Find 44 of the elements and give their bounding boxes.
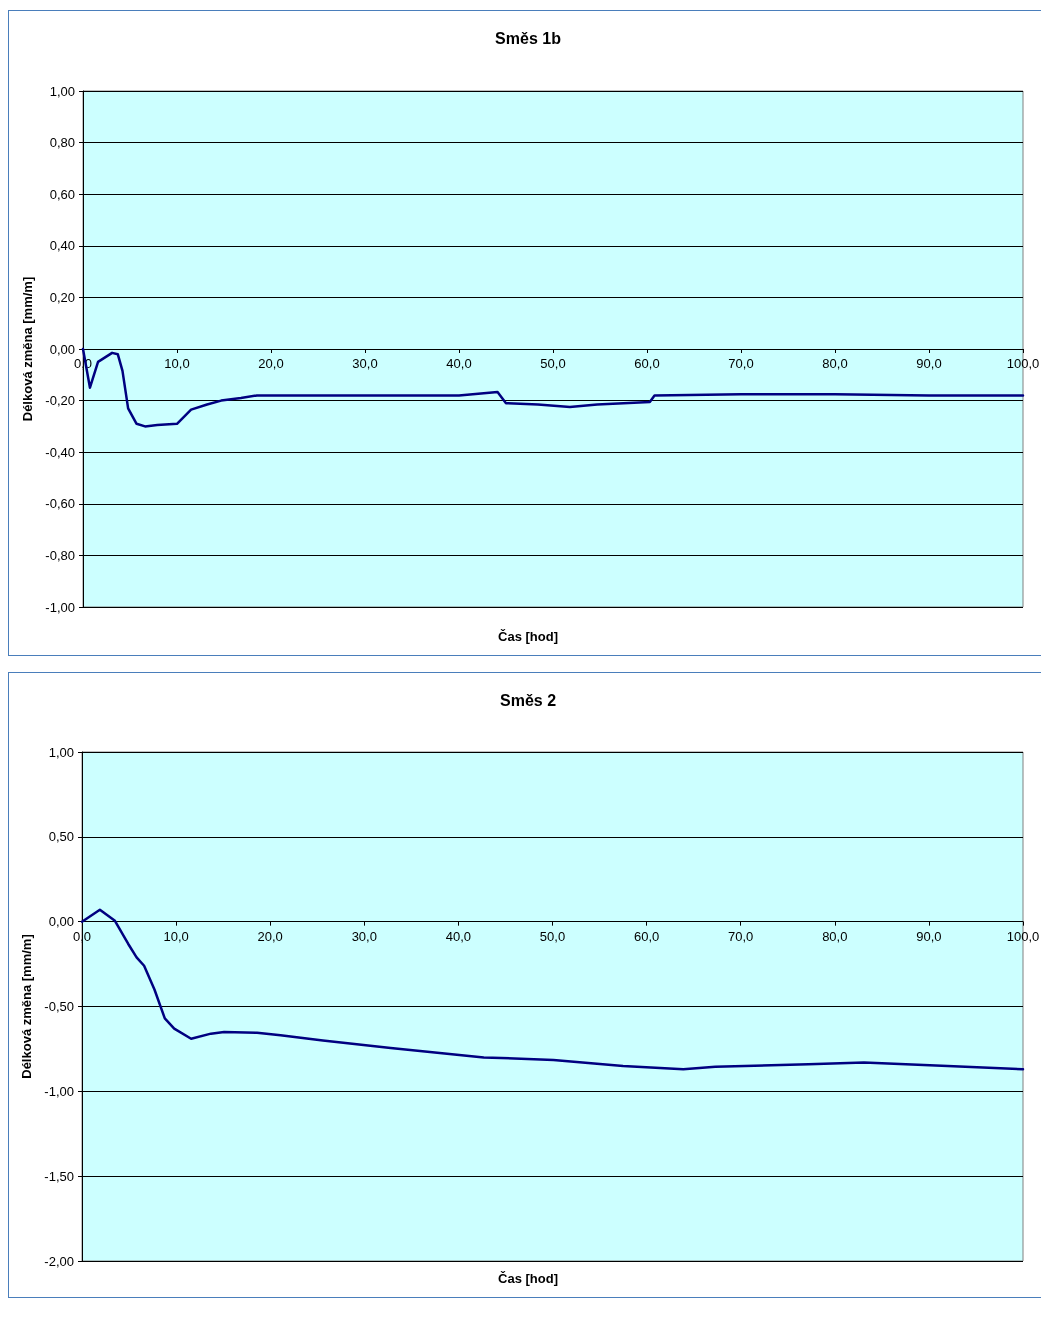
x-tick-label: 10,0 — [163, 928, 189, 944]
x-tick-label: 70,0 — [728, 356, 754, 371]
y-tick-label: 0,40 — [49, 238, 75, 254]
x-tick-label: 90,0 — [916, 928, 942, 944]
x-tick-label: 60,0 — [633, 928, 660, 944]
y-tick-label: -1,00 — [44, 1083, 74, 1099]
y-tick-label: -1,50 — [44, 1168, 74, 1184]
x-tick-label: 50,0 — [540, 356, 566, 371]
y-tick-label: -2,00 — [44, 1253, 74, 1269]
x-tick-label: 90,0 — [916, 356, 942, 371]
y-tick-label: -0,40 — [45, 444, 75, 460]
y-tick-label: 0,80 — [49, 135, 75, 151]
x-tick-label: 100,0 — [1006, 356, 1040, 371]
x-tick-label: 20,0 — [258, 356, 284, 371]
y-tick-label: 0,20 — [49, 289, 75, 305]
x-tick-label: 80,0 — [822, 928, 848, 944]
x-axis-title: Čas [hod] — [498, 1271, 558, 1286]
x-tick-label: 70,0 — [728, 928, 754, 944]
y-tick-label: 0,50 — [48, 829, 74, 845]
x-tick-label: 50,0 — [539, 928, 566, 944]
y-tick-label: 1,00 — [49, 83, 75, 99]
y-tick-label: 0,00 — [48, 914, 74, 930]
y-axis-title: Délková změna [mm/m] — [19, 934, 35, 1079]
y-tick-label: -0,80 — [45, 547, 75, 563]
y-tick-label: -1,00 — [45, 599, 75, 615]
y-tick-label: -0,20 — [45, 393, 75, 409]
y-tick-label: 0,60 — [49, 186, 75, 202]
y-tick-label: -0,60 — [45, 496, 75, 512]
x-tick-label: 40,0 — [446, 356, 472, 371]
x-tick-label: 100,0 — [1006, 928, 1040, 944]
x-tick-label: 60,0 — [634, 356, 660, 371]
y-axis-title: Délková změna [mm/m] — [20, 276, 36, 422]
x-tick-label: 30,0 — [351, 928, 377, 944]
x-tick-label: 30,0 — [352, 356, 378, 371]
x-tick-label: 80,0 — [822, 356, 848, 371]
x-tick-label: 20,0 — [257, 928, 283, 944]
x-axis-title: Čas [hod] — [498, 629, 558, 644]
y-tick-label: 0,00 — [49, 341, 75, 357]
chart-title: Směs 1b — [495, 29, 562, 47]
y-tick-label: -0,50 — [44, 999, 74, 1014]
y-tick-label: 1,00 — [48, 744, 74, 760]
chart-title: Směs 2 — [499, 691, 557, 709]
x-tick-label: 10,0 — [164, 356, 190, 371]
x-tick-label: 40,0 — [445, 928, 472, 944]
